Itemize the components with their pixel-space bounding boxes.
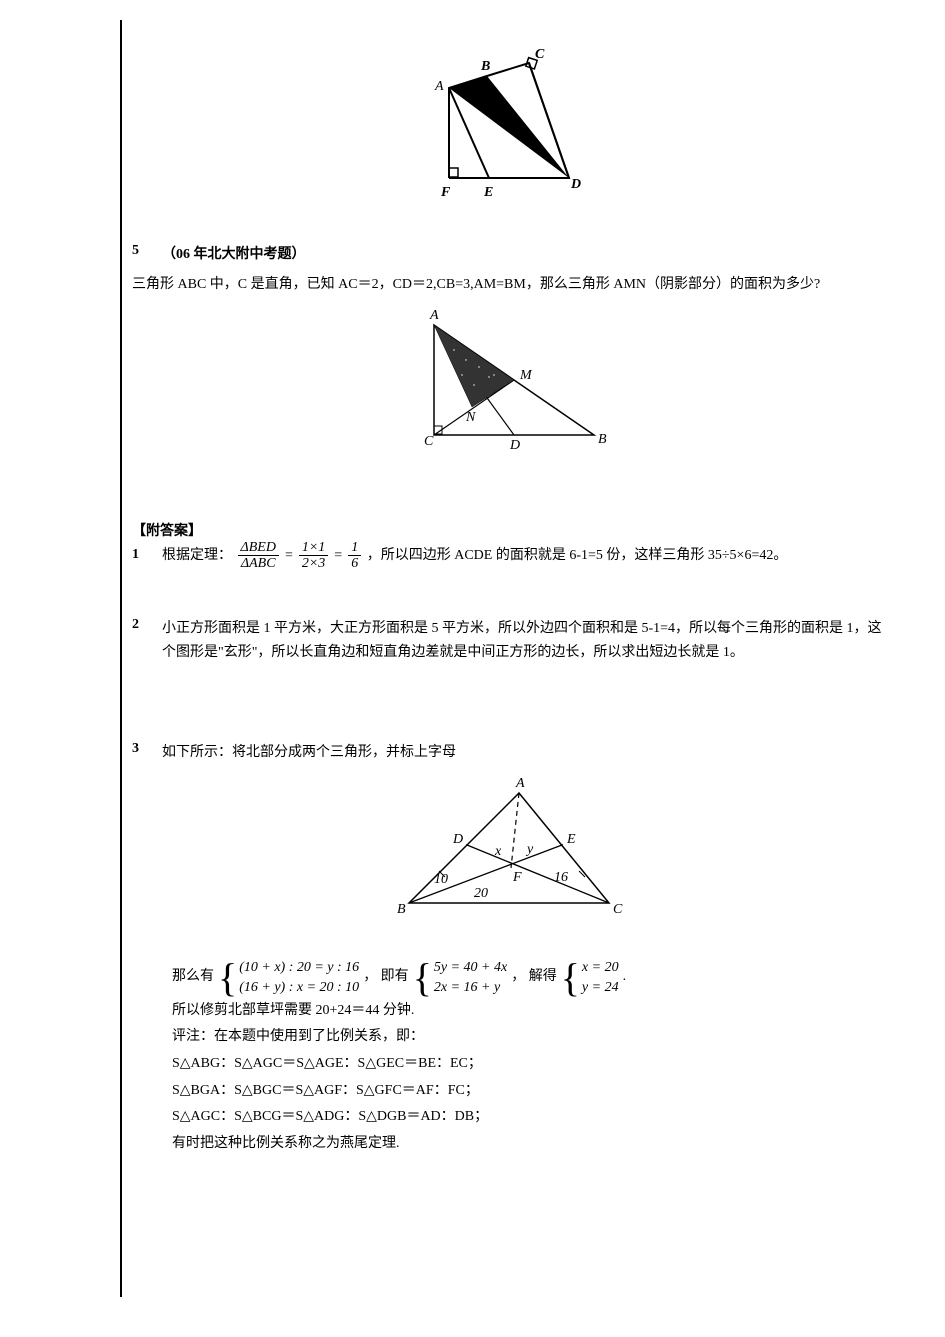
a3-sys2-eq2: 2x = 16 + y [434,978,507,998]
a3-ratio2: S△BGA：S△BGC＝S△AGF：S△GFC＝AF：FC； [172,1078,885,1105]
fig3-C: C [613,902,623,917]
fig1-label-C: C [535,47,545,62]
content-column: A B C D E F 5 （06 年北大附中考题） 三角形 ABC 中，C 是… [132,38,885,1157]
a3-ratio3: S△AGC：S△BCG＝S△ADG：S△DGB＝AD：DB； [172,1104,885,1131]
a3-ratio1: S△ABG：S△AGC＝S△AGE：S△GEC＝BE：EC； [172,1051,885,1078]
figure-2-container: A B C D M N [132,305,885,460]
a3-sys3: { x = 20 y = 24 [561,958,619,998]
fig3-20: 20 [474,886,488,901]
fig2-C: C [424,434,434,449]
answer-2-text: 小正方形面积是 1 平方米，大正方形面积是 5 平方米，所以外边四个面积和是 5… [162,617,885,665]
a1-f3-top: 1 [348,540,361,556]
problem-5-number: 5 [132,243,162,259]
answer-2: 2 小正方形面积是 1 平方米，大正方形面积是 5 平方米，所以外边四个面积和是… [132,617,885,665]
a1-f2-top: 1×1 [299,540,328,556]
fig1-label-A: A [434,79,444,94]
a3-line3: 评注：在本题中使用到了比例关系，即： [172,1024,885,1051]
fig2-M: M [519,368,533,383]
answer-1-math: ΔBED ΔABC = 1×1 2×3 = 1 6 [236,540,364,572]
fig3-D: D [452,832,463,847]
a3-mid2: ， 解得 [511,964,557,991]
fig2-B: B [598,432,607,447]
figure-3-container: A B C D E F 10 20 16 x y [132,773,885,928]
answers-header: 【附答案】 [132,520,885,540]
fig3-F: F [512,870,522,885]
fig2-N: N [465,410,476,425]
a3-sys2: { 5y = 40 + 4x 2x = 16 + y [413,958,508,998]
fig3-A: A [515,776,525,791]
a3-sys3-eq2: y = 24 [582,978,619,998]
fig2-D: D [509,438,520,453]
fig3-E: E [566,832,576,847]
fig2-A: A [429,308,439,323]
a3-sys1-eq1: (10 + x) : 20 = y : 16 [239,958,359,978]
answer-1-number: 1 [132,547,162,563]
a3-namo: 那么有 [172,964,214,991]
fig1-label-E: E [483,185,493,200]
answer-1-suffix: ，所以四边形 ACDE 的面积就是 6-1=5 份，这样三角形 35÷5×6=4… [367,548,788,563]
fig3-x: x [494,844,502,859]
a1-f1-top: ΔBED [238,540,279,556]
problem-5-text: 三角形 ABC 中，C 是直角，已知 AC＝2，CD＝2,CB=3,AM=BM，… [132,273,885,297]
figure-1-container: A B C D E F [132,38,885,213]
a3-mid1: ， 即有 [363,964,409,991]
a3-sys1-eq2: (16 + y) : x = 20 : 10 [239,978,359,998]
fig3-16: 16 [554,870,568,885]
answer-3-number: 3 [132,741,162,757]
a3-sys1: { (10 + x) : 20 = y : 16 (16 + y) : x = … [218,958,359,998]
a1-f1-bot: ΔABC [238,556,279,571]
answer-2-number: 2 [132,617,162,633]
a3-tail-dot: . [623,964,627,991]
a1-f3-bot: 6 [348,556,361,571]
answer-3: 3 如下所示：将北部分成两个三角形，并标上字母 [132,741,885,765]
fig3-y: y [525,842,534,857]
page: A B C D E F 5 （06 年北大附中考题） 三角形 ABC 中，C 是… [0,0,945,1337]
answer-3-systems: 那么有 { (10 + x) : 20 = y : 16 (16 + y) : … [172,958,885,1158]
figure-1-svg: A B C D E F [409,38,609,208]
a3-line2: 所以修剪北部草坪需要 20+24＝44 分钟. [172,998,885,1025]
answer-3-system-line: 那么有 { (10 + x) : 20 = y : 16 (16 + y) : … [172,958,885,998]
fig1-label-F: F [440,185,451,200]
answer-3-intro: 如下所示：将北部分成两个三角形，并标上字母 [162,741,885,765]
fig3-10: 10 [434,872,448,887]
a3-sys3-eq1: x = 20 [582,958,619,978]
problem-5-source: （06 年北大附中考题） [162,247,306,262]
answer-1-body: 根据定理： ΔBED ΔABC = 1×1 2×3 = 1 6 [162,540,885,572]
problem-5: 5 （06 年北大附中考题） [132,243,885,267]
figure-2-svg: A B C D M N [394,305,624,455]
a1-f2-bot: 2×3 [299,556,328,571]
left-vertical-rule [120,20,122,1297]
a3-last: 有时把这种比例关系称之为燕尾定理. [172,1131,885,1158]
answer-1-prefix: 根据定理： [162,548,232,563]
fig1-label-D: D [570,177,581,192]
answer-1: 1 根据定理： ΔBED ΔABC = 1×1 2×3 = 1 [132,540,885,572]
fig3-B: B [397,902,406,917]
figure-3-svg: A B C D E F 10 20 16 x y [379,773,639,923]
a3-sys2-eq1: 5y = 40 + 4x [434,958,507,978]
fig1-label-B: B [480,59,490,74]
